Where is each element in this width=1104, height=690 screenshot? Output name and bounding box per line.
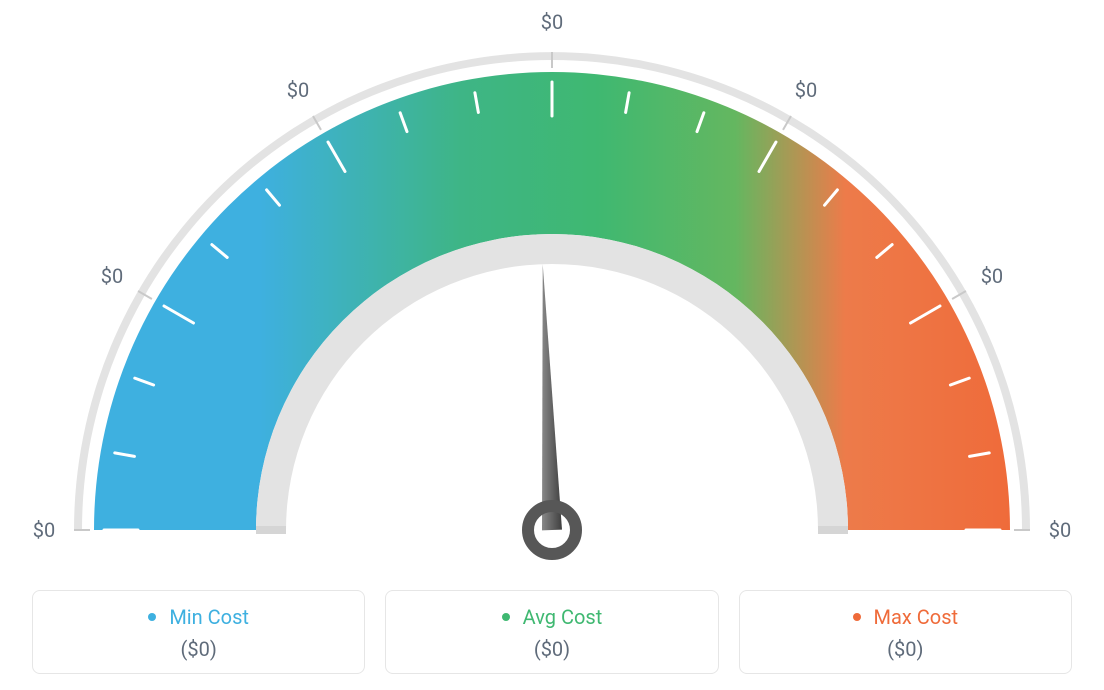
- gauge-tick-label: $0: [33, 518, 55, 542]
- legend-row: Min Cost ($0) Avg Cost ($0) Max Cost ($0…: [32, 590, 1072, 674]
- cost-gauge-widget: $0 $0 $0 $0 $0 $0 $0 Min Cost ($0) Avg Cost ($…: [0, 0, 1104, 690]
- gauge-tick-label: $0: [1049, 518, 1071, 542]
- legend-dot-avg: [502, 613, 510, 621]
- gauge-tick-label: $0: [795, 78, 817, 102]
- legend-title-avg-text: Avg Cost: [523, 605, 603, 629]
- gauge-tick-label: $0: [287, 78, 309, 102]
- legend-dot-max: [853, 613, 861, 621]
- legend-card-max: Max Cost ($0): [739, 590, 1072, 674]
- gauge-chart: $0 $0 $0 $0 $0 $0 $0: [0, 0, 1104, 560]
- gauge-tick-label: $0: [541, 10, 563, 34]
- legend-title-min: Min Cost: [33, 605, 364, 629]
- gauge-tick-label: $0: [981, 264, 1003, 288]
- legend-value-avg: ($0): [386, 637, 717, 661]
- gauge-tick-label: $0: [101, 264, 123, 288]
- legend-dot-min: [148, 613, 156, 621]
- legend-card-avg: Avg Cost ($0): [385, 590, 718, 674]
- legend-value-max: ($0): [740, 637, 1071, 661]
- legend-title-max-text: Max Cost: [874, 605, 959, 629]
- legend-title-max: Max Cost: [740, 605, 1071, 629]
- legend-card-min: Min Cost ($0): [32, 590, 365, 674]
- legend-title-avg: Avg Cost: [386, 605, 717, 629]
- legend-title-min-text: Min Cost: [169, 605, 249, 629]
- legend-value-min: ($0): [33, 637, 364, 661]
